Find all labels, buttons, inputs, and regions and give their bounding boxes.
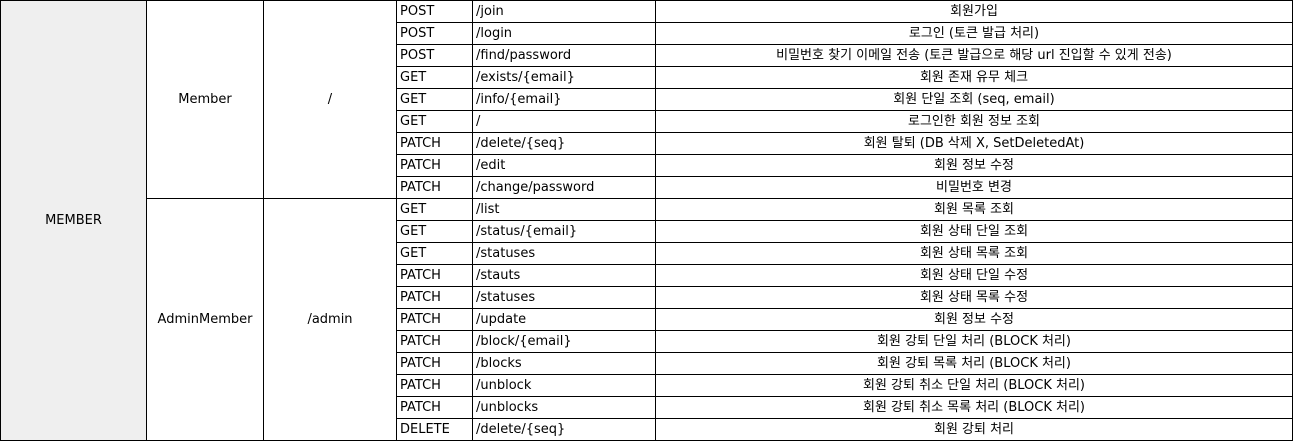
- description-cell: 회원 목록 조회: [655, 198, 1293, 221]
- http-method-cell: PATCH: [396, 330, 473, 353]
- endpoint-path-cell: /delete/{seq}: [472, 132, 656, 155]
- table-row: POST/find/password 비밀번호 찾기 이메일 전송 (토큰 발급으…: [1, 44, 1293, 67]
- description-cell: 회원 존재 유무 체크: [655, 66, 1293, 89]
- table-row: GET/statuses 회원 상태 목록 조회: [1, 242, 1293, 265]
- http-method-cell: PATCH: [396, 176, 473, 199]
- http-method-cell: GET: [396, 110, 473, 133]
- table-row: PATCH/statuses 회원 상태 목록 수정: [1, 286, 1293, 309]
- description-cell: 로그인한 회원 정보 조회: [655, 110, 1293, 133]
- http-method-cell: GET: [396, 66, 473, 89]
- endpoint-path-cell: /join: [472, 0, 656, 23]
- endpoint-path-cell: /delete/{seq}: [472, 418, 656, 441]
- endpoint-path-cell: /stauts: [472, 264, 656, 287]
- group-name-cell: Member: [146, 0, 264, 199]
- endpoint-path-cell: /unblock: [472, 374, 656, 397]
- group-name-cell: AdminMember: [146, 198, 264, 441]
- http-method-cell: GET: [396, 88, 473, 111]
- table-row: PATCH/delete/{seq} 회원 탈퇴 (DB 삭제 X, SetDel…: [1, 132, 1293, 155]
- endpoint-path-cell: /login: [472, 22, 656, 45]
- description-cell: 비밀번호 찾기 이메일 전송 (토큰 발급으로 해당 url 진입할 수 있게 …: [655, 44, 1293, 67]
- http-method-cell: GET: [396, 198, 473, 221]
- http-method-cell: POST: [396, 22, 473, 45]
- table-row: GET/exists/{email} 회원 존재 유무 체크: [1, 66, 1293, 89]
- http-method-cell: PATCH: [396, 132, 473, 155]
- description-cell: 회원 정보 수정: [655, 308, 1293, 331]
- table-row: DELETE/delete/{seq} 회원 강퇴 처리: [1, 418, 1293, 441]
- description-cell: 회원가입: [655, 0, 1293, 23]
- http-method-cell: POST: [396, 0, 473, 23]
- group-base-path-cell: /: [263, 0, 397, 199]
- http-method-cell: PATCH: [396, 264, 473, 287]
- http-method-cell: POST: [396, 44, 473, 67]
- description-cell: 회원 상태 목록 수정: [655, 286, 1293, 309]
- http-method-cell: PATCH: [396, 352, 473, 375]
- http-method-cell: DELETE: [396, 418, 473, 441]
- endpoint-path-cell: /unblocks: [472, 396, 656, 419]
- table-row: GET/status/{email} 회원 상태 단일 조회: [1, 220, 1293, 243]
- description-cell: 회원 탈퇴 (DB 삭제 X, SetDeletedAt): [655, 132, 1293, 155]
- endpoint-path-cell: /find/password: [472, 44, 656, 67]
- group-base-path-cell: /admin: [263, 198, 397, 441]
- endpoint-path-cell: /blocks: [472, 352, 656, 375]
- http-method-cell: PATCH: [396, 396, 473, 419]
- endpoint-path-cell: /status/{email}: [472, 220, 656, 243]
- http-method-cell: PATCH: [396, 286, 473, 309]
- http-method-cell: PATCH: [396, 308, 473, 331]
- description-cell: 회원 정보 수정: [655, 154, 1293, 177]
- endpoint-path-cell: /edit: [472, 154, 656, 177]
- table-row: PATCH/unblock 회원 강퇴 취소 단일 처리 (BLOCK 처리): [1, 374, 1293, 397]
- table-row: PATCH/update 회원 정보 수정: [1, 308, 1293, 331]
- description-cell: 로그인 (토큰 발급 처리): [655, 22, 1293, 45]
- table-row: AdminMember/admin GET/list 회원 목록 조회: [1, 198, 1293, 441]
- description-cell: 회원 상태 단일 조회: [655, 220, 1293, 243]
- endpoint-path-cell: /: [472, 110, 656, 133]
- table-row: PATCH/unblocks 회원 강퇴 취소 목록 처리 (BLOCK 처리): [1, 396, 1293, 419]
- endpoint-path-cell: /list: [472, 198, 656, 221]
- http-method-cell: PATCH: [396, 374, 473, 397]
- http-method-cell: GET: [396, 242, 473, 265]
- description-cell: 회원 강퇴 단일 처리 (BLOCK 처리): [655, 330, 1293, 353]
- http-method-cell: PATCH: [396, 154, 473, 177]
- endpoint-path-cell: /update: [472, 308, 656, 331]
- table-row: PATCH/stauts 회원 상태 단일 수정: [1, 264, 1293, 287]
- description-cell: 회원 강퇴 취소 단일 처리 (BLOCK 처리): [655, 374, 1293, 397]
- description-cell: 회원 단일 조회 (seq, email): [655, 88, 1293, 111]
- table-row: PATCH/change/password 비밀번호 변경: [1, 176, 1293, 199]
- endpoint-path-cell: /info/{email}: [472, 88, 656, 111]
- endpoint-path-cell: /statuses: [472, 286, 656, 309]
- description-cell: 회원 상태 목록 조회: [655, 242, 1293, 265]
- description-cell: 회원 강퇴 목록 처리 (BLOCK 처리): [655, 352, 1293, 375]
- http-method-cell: GET: [396, 220, 473, 243]
- endpoint-path-cell: /change/password: [472, 176, 656, 199]
- description-cell: 회원 강퇴 취소 목록 처리 (BLOCK 처리): [655, 396, 1293, 419]
- description-cell: 비밀번호 변경: [655, 176, 1293, 199]
- description-cell: 회원 상태 단일 수정: [655, 264, 1293, 287]
- endpoint-path-cell: /statuses: [472, 242, 656, 265]
- category-cell: MEMBER: [0, 0, 147, 441]
- endpoint-path-cell: /exists/{email}: [472, 66, 656, 89]
- endpoint-path-cell: /block/{email}: [472, 330, 656, 353]
- description-cell: 회원 강퇴 처리: [655, 418, 1293, 441]
